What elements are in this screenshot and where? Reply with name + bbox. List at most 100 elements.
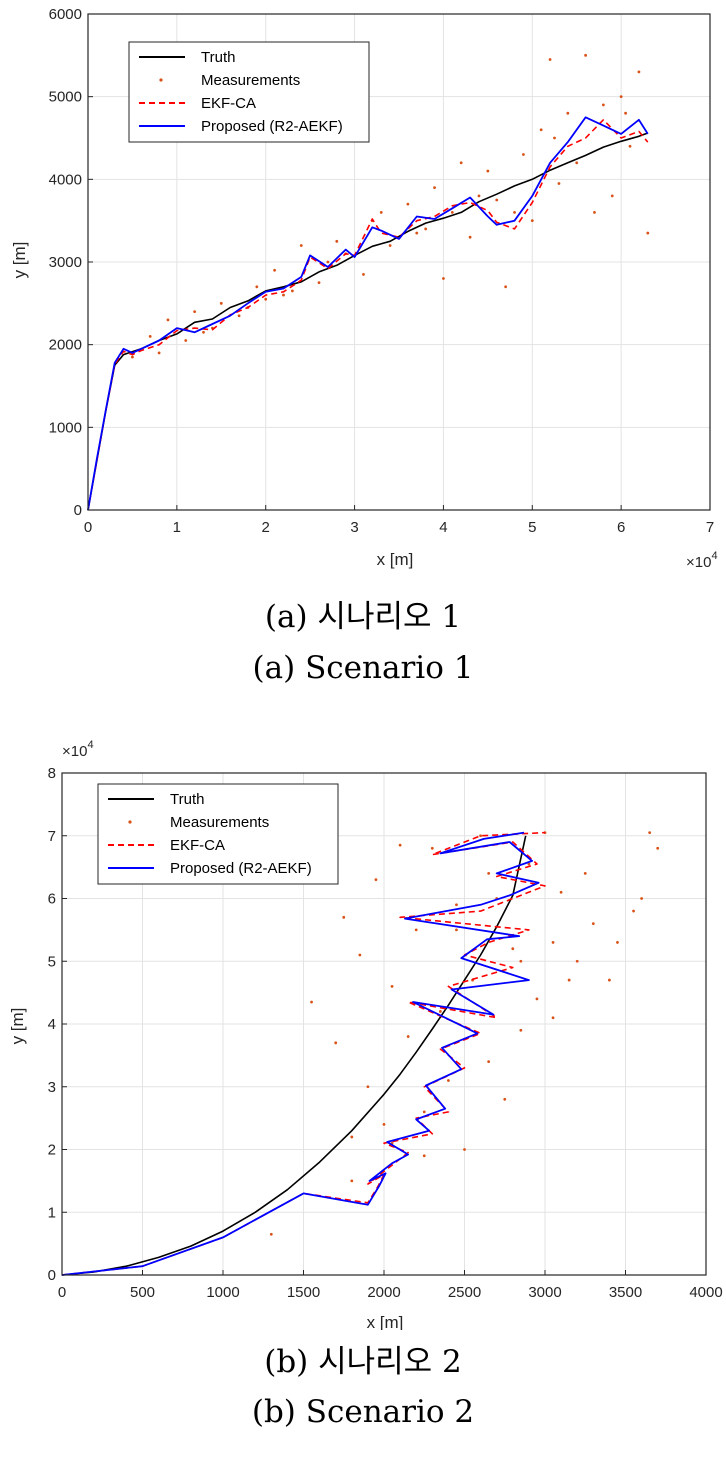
measurement-point [567,978,571,982]
caption-b-korean: (b) 시나리오 2 [264,1344,462,1380]
measurement-point [551,1016,555,1020]
measurement-point [299,244,303,247]
measurement-point [511,947,515,951]
measurement-point [608,978,611,982]
measurement-point [415,231,419,235]
measurement-point [438,1010,442,1013]
legend-label-proposed-r2-aekf: Proposed (R2-AEKF) [170,860,312,877]
measurement-point [350,1179,354,1183]
measurement-point [326,260,330,264]
y-tick-label: 6 [48,891,56,908]
measurement-point [362,273,365,276]
plot-area [87,53,650,511]
x-tick-label: 500 [130,1284,155,1301]
measurement-point [269,1232,273,1236]
y-tick-label: 3000 [49,254,82,271]
measurement-point [193,310,197,313]
measurement-point [335,239,339,243]
measurement-point [358,953,362,957]
y-tick-label: 5000 [49,89,82,106]
measurement-point [487,1060,491,1064]
measurement-point [527,862,531,866]
measurement-point [157,351,161,355]
y-axis-multiplier: ×104 [62,739,94,760]
y-tick-label: 8 [48,765,56,782]
measurement-point [553,136,556,140]
x-multiplier-base: ×10 [686,554,711,571]
y-tick-label: 1 [48,1204,56,1221]
measurement-point [273,268,276,272]
measurement-point [591,922,595,925]
series-line-truth [61,835,527,1276]
measurement-point [166,318,170,322]
caption-b-english: (b) Scenario 2 [251,1394,475,1430]
measurement-point [559,890,563,894]
x-tick-label: 1 [173,519,181,536]
measurement-point [646,231,650,235]
measurement-point [202,330,205,334]
measurement-point [264,297,268,301]
measurement-point [548,58,552,61]
measurement-point [447,1079,450,1082]
legend-swatch-measurements [128,820,132,824]
y-tick-label: 7 [48,828,56,845]
measurement-point [601,103,605,107]
x-tick-label: 1000 [206,1284,239,1301]
legend-label-measurements: Measurements [201,72,300,89]
measurement-point [535,997,539,1001]
y-multiplier-base: ×10 [62,743,87,760]
y-tick-label: 4000 [49,171,82,188]
y-tick-label: 6000 [49,6,82,23]
measurement-point [519,1028,523,1032]
plot-area [61,831,660,1276]
measurement-point [637,70,641,74]
measurement-point [513,211,516,214]
measurement-point [519,959,523,963]
measurement-point [374,878,378,882]
legend-label-ekf-ca: EKF-CA [170,837,225,854]
measurement-point [131,355,134,359]
measurement-point [290,289,294,293]
measurement-point [237,314,241,318]
measurement-point [495,198,499,202]
measurement-point [632,909,635,913]
measurement-point [442,277,445,280]
measurement-point [455,903,458,907]
measurement-point [430,846,434,850]
measurement-point [342,915,346,919]
x-axis-label: x [m] [377,550,414,569]
measurement-point [450,211,454,214]
y-tick-label: 1000 [49,419,82,436]
measurement-point [575,959,579,963]
measurement-point [382,1123,386,1126]
measurement-point [530,219,534,223]
x-tick-label: 2500 [448,1284,481,1301]
measurement-point [414,928,418,932]
y-tick-label: 3 [48,1079,56,1096]
measurement-point [522,153,525,156]
legend: Truth Measurements EKF-CA Proposed (R2-AEKF… [128,41,370,143]
measurement-point [610,194,614,198]
measurement-point [390,984,394,988]
measurement-point [656,846,660,850]
series-line-proposed-r2-aekf [61,831,540,1276]
measurement-point [504,285,508,289]
legend-label-ekf-ca: EKF-CA [201,95,256,112]
measurement-point [406,202,410,206]
measurement-point [503,1097,507,1101]
measurement-point [477,194,481,198]
measurement-point [422,1154,426,1158]
x-axis-multiplier: ×104 [686,550,718,571]
caption-a-english: (a) Scenario 1 [252,650,474,686]
x-axis-label: x [m] [367,1313,404,1330]
measurement-point [255,285,259,289]
x-tick-label: 3000 [528,1284,561,1301]
x-tick-label: 4000 [689,1284,722,1301]
measurement-point [551,941,555,944]
measurement-point [628,144,632,148]
measurement-point [424,227,428,231]
legend-label-proposed-r2-aekf: Proposed (R2-AEKF) [201,118,343,135]
x-tick-label: 0 [84,519,92,536]
chart-scenario-2: 0 500 1000 1500 2000 2500 3000 3500 4000 0 1 2 3 4 5 6 7… [8,739,723,1330]
measurement-point [468,235,472,239]
